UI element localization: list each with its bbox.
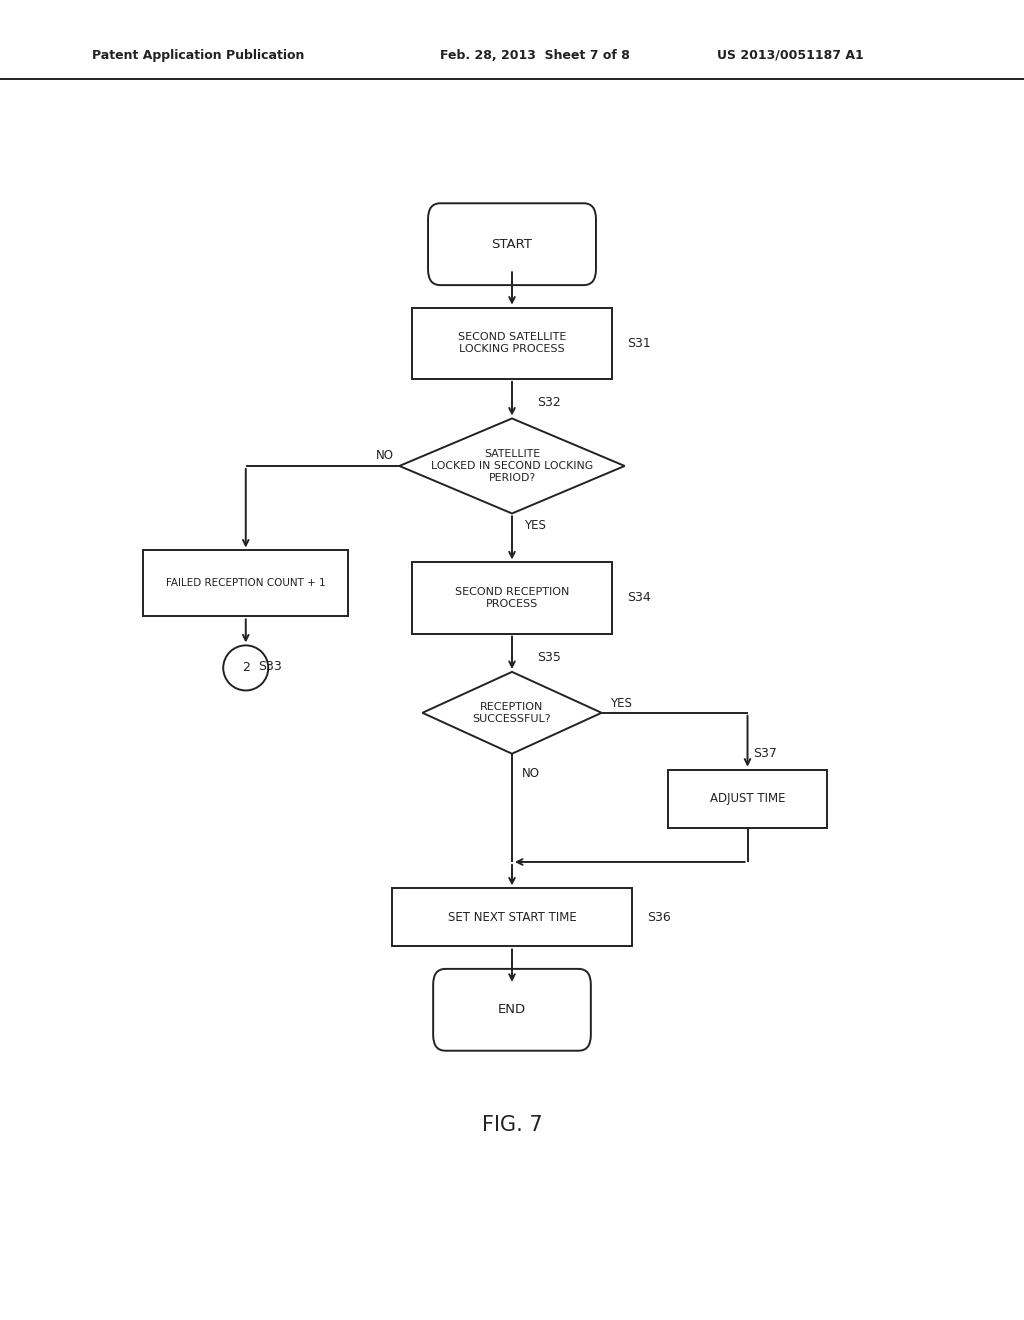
Ellipse shape <box>223 645 268 690</box>
Text: SATELLITE
LOCKED IN SECOND LOCKING
PERIOD?: SATELLITE LOCKED IN SECOND LOCKING PERIO… <box>431 449 593 483</box>
Bar <box>412 562 611 634</box>
Text: S31: S31 <box>627 337 650 350</box>
Text: END: END <box>498 1003 526 1016</box>
Bar <box>668 770 827 828</box>
Text: YES: YES <box>524 519 546 532</box>
Text: RECEPTION
SUCCESSFUL?: RECEPTION SUCCESSFUL? <box>473 702 551 723</box>
Text: START: START <box>492 238 532 251</box>
Bar <box>391 888 632 946</box>
Text: S37: S37 <box>753 747 776 760</box>
Text: FAILED RECEPTION COUNT + 1: FAILED RECEPTION COUNT + 1 <box>166 578 326 589</box>
Polygon shape <box>399 418 625 513</box>
Text: NO: NO <box>522 767 541 780</box>
Text: SECOND SATELLITE
LOCKING PROCESS: SECOND SATELLITE LOCKING PROCESS <box>458 333 566 354</box>
Text: YES: YES <box>610 697 632 710</box>
Bar <box>143 550 348 616</box>
Text: 2: 2 <box>242 661 250 675</box>
Text: US 2013/0051187 A1: US 2013/0051187 A1 <box>717 49 863 62</box>
Text: S33: S33 <box>258 660 282 673</box>
Text: SET NEXT START TIME: SET NEXT START TIME <box>447 911 577 924</box>
Text: S36: S36 <box>647 911 671 924</box>
FancyBboxPatch shape <box>433 969 591 1051</box>
Text: ADJUST TIME: ADJUST TIME <box>710 792 785 805</box>
Text: S34: S34 <box>627 591 650 605</box>
Text: NO: NO <box>376 449 394 462</box>
Bar <box>412 308 611 379</box>
Text: SECOND RECEPTION
PROCESS: SECOND RECEPTION PROCESS <box>455 587 569 609</box>
Text: Feb. 28, 2013  Sheet 7 of 8: Feb. 28, 2013 Sheet 7 of 8 <box>440 49 630 62</box>
Polygon shape <box>422 672 602 754</box>
Text: FIG. 7: FIG. 7 <box>481 1114 543 1135</box>
Text: S35: S35 <box>538 651 561 664</box>
Text: Patent Application Publication: Patent Application Publication <box>92 49 304 62</box>
FancyBboxPatch shape <box>428 203 596 285</box>
Text: S32: S32 <box>538 396 561 409</box>
